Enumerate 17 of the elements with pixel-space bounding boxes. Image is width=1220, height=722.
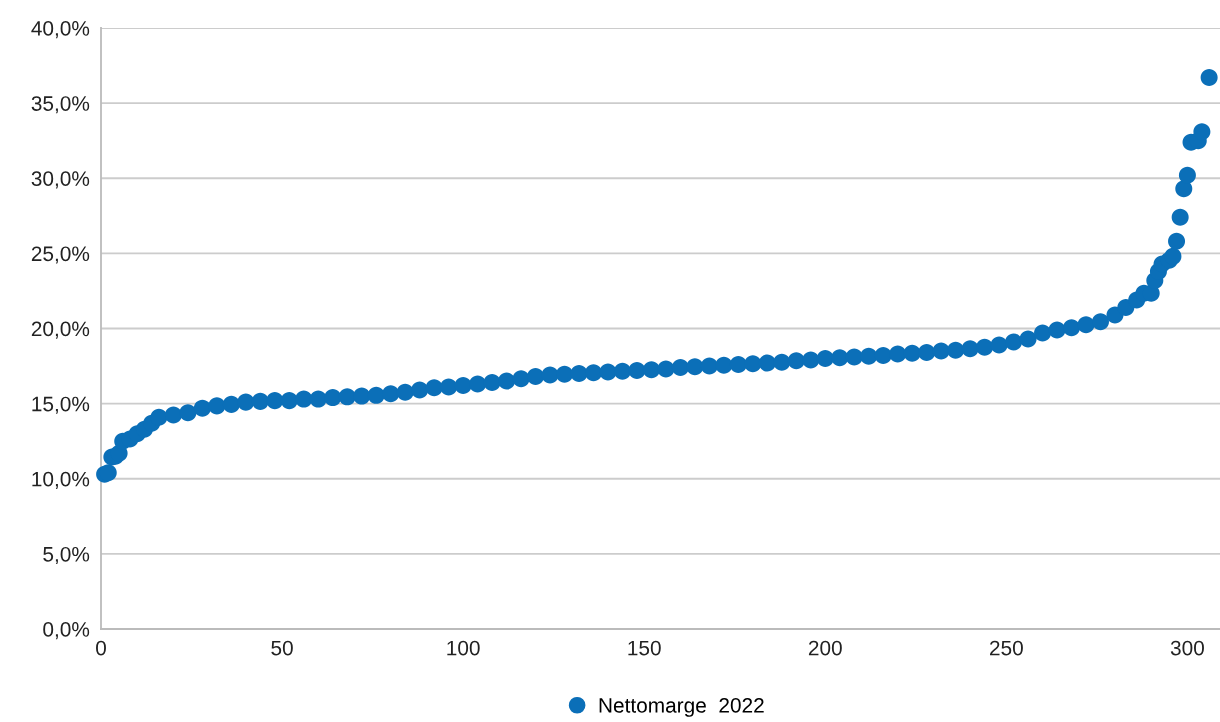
- x-tick-label: 100: [447, 640, 480, 656]
- x-tick-label: 300: [1170, 640, 1204, 656]
- x-tick-label: 50: [271, 640, 293, 656]
- y-tick-label: 25,0%: [31, 246, 90, 264]
- x-tick-label: 150: [628, 640, 661, 656]
- y-tick-label: 30,0%: [31, 171, 90, 189]
- y-tick-label: 15,0%: [32, 396, 90, 414]
- y-tick-label: 0,0%: [43, 622, 90, 640]
- y-tick-label: 5,0%: [43, 546, 90, 565]
- x-tick-label: 0: [96, 640, 106, 656]
- y-tick-label: 20,0%: [31, 321, 90, 339]
- legend-label: Nettomarge 2022: [599, 697, 764, 717]
- y-tick-label: 40,0%: [31, 21, 90, 39]
- x-tick-label: 250: [990, 640, 1023, 656]
- x-tick-label: 200: [808, 640, 842, 656]
- y-tick-label: 35,0%: [31, 96, 90, 114]
- y-tick-label: 10,0%: [32, 471, 90, 489]
